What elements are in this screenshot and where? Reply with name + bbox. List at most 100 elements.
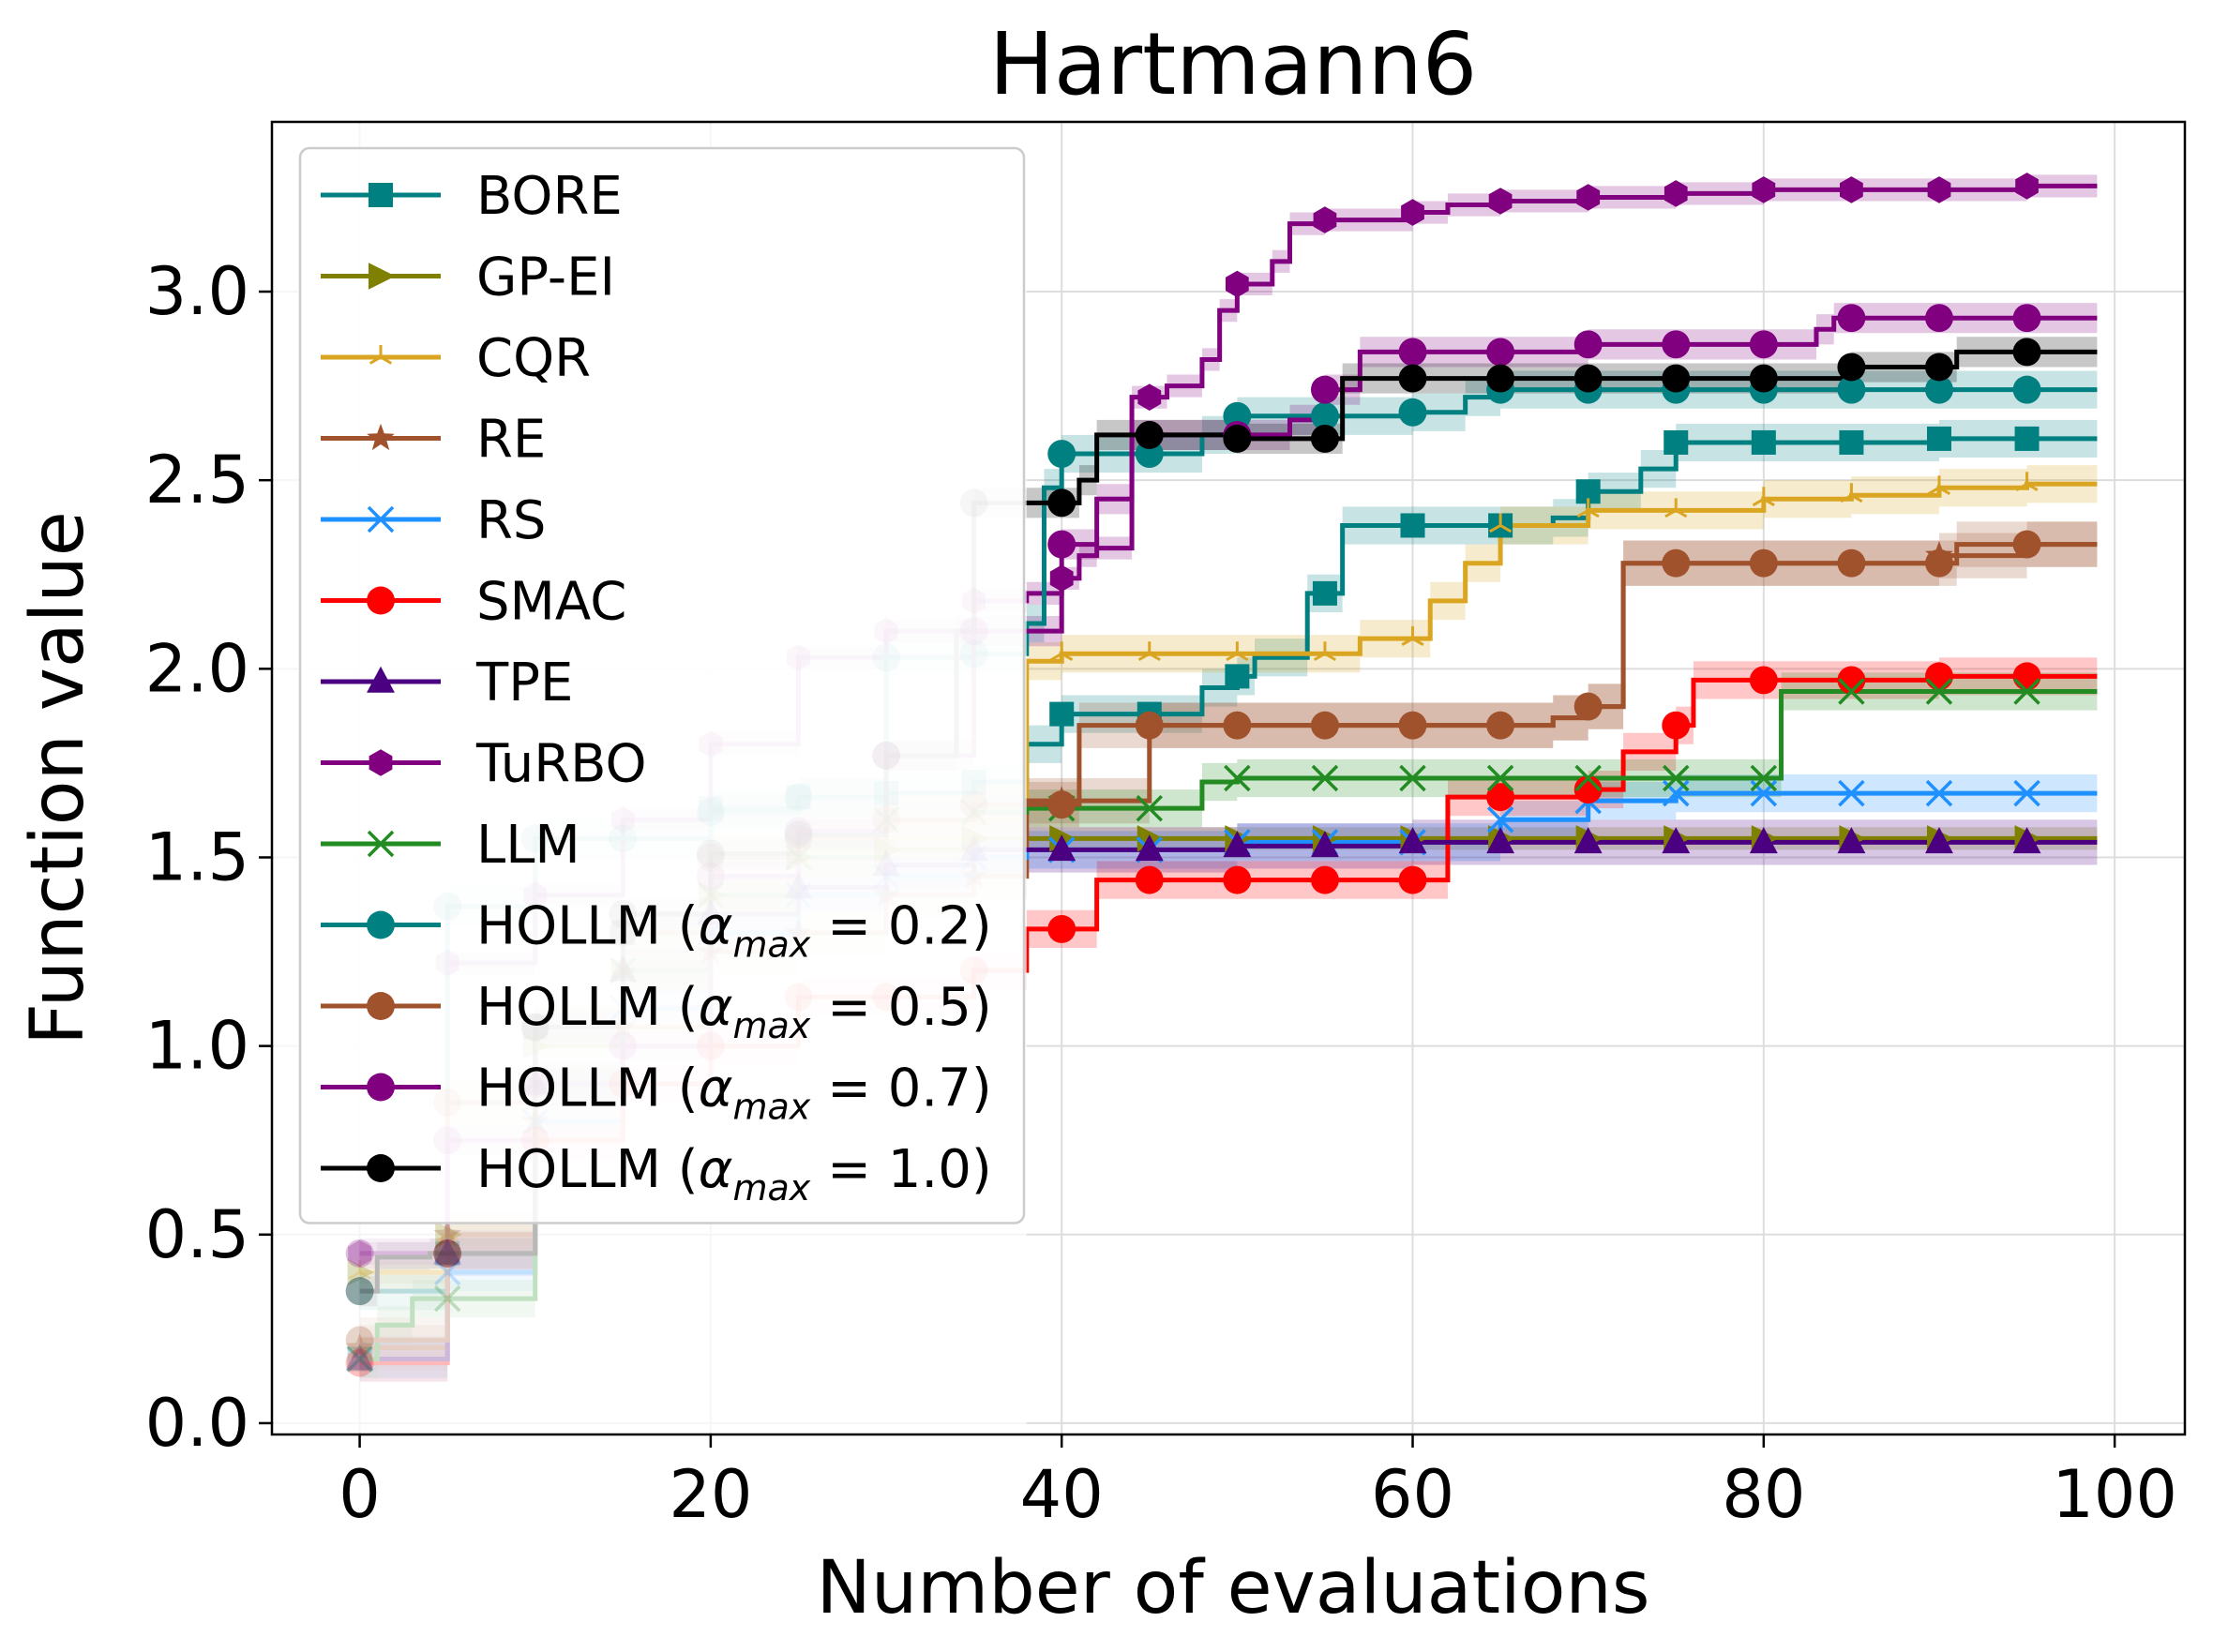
legend-marker [369,183,393,207]
data-point [1662,711,1691,740]
data-point [1749,666,1778,695]
data-point [433,1258,461,1286]
legend-label-alpha: α [699,1059,733,1119]
data-point [1223,711,1252,740]
data-point [1925,548,1953,578]
data-point [2012,375,2041,404]
data-point [1047,914,1076,943]
data-point [1136,794,1164,822]
data-point [1840,483,1863,503]
legend-label-subscript: max [732,1005,810,1046]
data-point [433,1238,462,1265]
data-point [1925,304,1953,333]
legend-marker [367,1073,395,1102]
legend-marker [367,992,395,1020]
legend-label-text: HOLLM ( [476,977,699,1038]
data-point [1927,176,1951,203]
data-point [1925,678,1953,705]
legend-label-value: = 0.2) [810,896,991,957]
x-axis-label: Number of evaluations [816,1546,1649,1630]
data-point [347,1258,375,1286]
data-point [1838,678,1865,705]
data-point [1573,692,1603,721]
data-point [1223,424,1252,453]
legend-label: HOLLM (αmax = 1.0) [476,1139,992,1209]
data-point [2015,472,2039,492]
data-point [345,1344,374,1371]
data-point [1049,564,1074,593]
legend-marker [367,830,395,858]
data-point [1837,666,1866,695]
legend-label: TPE [475,653,573,713]
data-point [1749,548,1778,578]
data-point [1925,375,1953,404]
data-point [2014,426,2040,451]
legend-marker [367,505,395,533]
data-point [1752,176,1776,203]
data-point [1838,779,1865,807]
legend-label: GP-EI [476,248,615,308]
data-point [1926,426,1951,451]
legend-label: BORE [476,166,623,227]
data-point [1925,353,1953,382]
data-point [1313,641,1336,662]
data-point [345,1332,374,1360]
data-point [1573,827,1603,854]
data-point [1310,424,1339,453]
legend-label-alpha: α [699,896,733,957]
data-point [1312,580,1337,606]
data-point [345,1239,374,1268]
data-point [1837,353,1866,382]
data-point [435,1221,462,1249]
x-tick-label: 80 [1722,1456,1805,1533]
data-point [1925,827,1953,854]
data-point [1310,711,1339,740]
data-point [1311,764,1339,792]
data-point [2013,779,2040,807]
data-point [348,1239,371,1268]
data-point [1573,330,1603,359]
data-point [433,1239,462,1268]
legend-label-value: = 0.5) [810,977,991,1038]
data-point [1752,487,1775,507]
x-tick-label: 20 [669,1456,752,1533]
data-point [435,1240,460,1266]
data-point [1837,548,1866,578]
data-point [1663,764,1690,792]
y-tick-label: 0.0 [145,1385,249,1462]
data-point [1224,764,1251,792]
data-point [1662,364,1691,393]
data-point [2013,678,2040,705]
data-point [1401,199,1424,226]
data-point [2012,662,2041,691]
data-point [1137,641,1161,662]
data-point [1401,626,1424,646]
data-point [1399,764,1426,792]
y-tick-label: 0.5 [145,1196,249,1273]
legend-marker [367,423,395,451]
data-point [1662,827,1691,854]
data-point [1925,662,1953,691]
data-point [1398,338,1427,367]
data-point [346,1345,373,1373]
legend-marker [369,345,393,365]
data-point [1135,865,1164,894]
legend-label: HOLLM (αmax = 0.7) [476,1059,992,1128]
y-tick-label: 1.5 [145,818,249,895]
data-point [1749,827,1778,854]
data-point [1400,513,1425,538]
data-point [1573,364,1603,393]
data-point [1662,330,1691,359]
legend-marker [367,666,395,693]
data-point [1664,498,1688,518]
data-point [1050,641,1074,662]
data-point [1223,865,1252,894]
legend-label-text: HOLLM ( [476,1059,699,1119]
data-point [1486,711,1515,740]
data-point [1310,375,1339,404]
data-point [2015,173,2039,200]
data-point [1398,865,1427,894]
data-point [348,1260,371,1280]
